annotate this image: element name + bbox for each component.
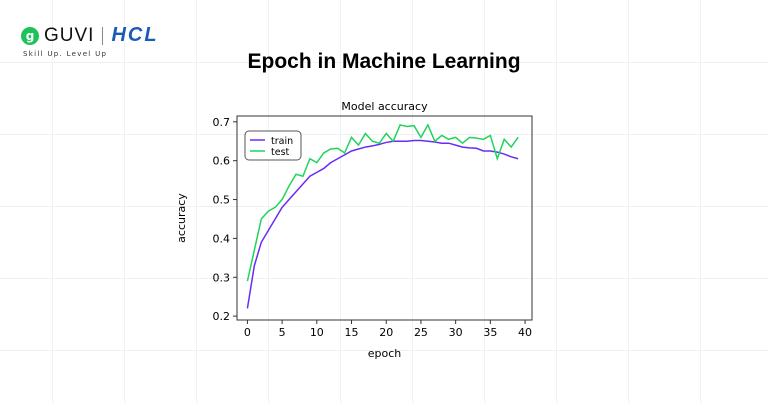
y-tick-label: 0.3 (213, 271, 231, 284)
x-tick-label: 20 (379, 326, 393, 339)
y-axis-label: accuracy (175, 193, 188, 243)
x-tick-label: 0 (244, 326, 251, 339)
x-axis-label: epoch (368, 347, 402, 360)
logo-divider (102, 26, 104, 45)
x-tick-label: 35 (483, 326, 497, 339)
legend-label-test: test (271, 147, 290, 158)
x-tick-label: 5 (279, 326, 286, 339)
x-tick-label: 15 (345, 326, 359, 339)
guvi-wordmark: GUVI (44, 24, 95, 46)
series-line-test (246, 123, 519, 282)
brand-logo: g GUVI HCL (21, 24, 159, 47)
guvi-logo-icon: g (21, 26, 39, 45)
chart-title: Model accuracy (341, 100, 428, 113)
x-tick-label: 30 (449, 326, 463, 339)
page-title: Epoch in Machine Learning (247, 50, 521, 73)
hcl-wordmark: HCL (111, 24, 159, 46)
legend-box (244, 130, 302, 161)
y-tick-label: 0.7 (213, 116, 231, 129)
y-tick-label: 0.2 (213, 310, 231, 323)
y-tick-label: 0.4 (213, 232, 231, 245)
y-tick-label: 0.5 (213, 194, 231, 207)
y-tick-label: 0.6 (213, 155, 231, 168)
legend-label-train: train (271, 136, 293, 147)
plot-frame (236, 115, 533, 321)
x-tick-label: 25 (414, 326, 428, 339)
tagline: Skill Up. Level Up (23, 50, 108, 58)
x-tick-label: 10 (310, 326, 324, 339)
series-line-train (246, 139, 519, 309)
x-tick-label: 40 (518, 326, 532, 339)
